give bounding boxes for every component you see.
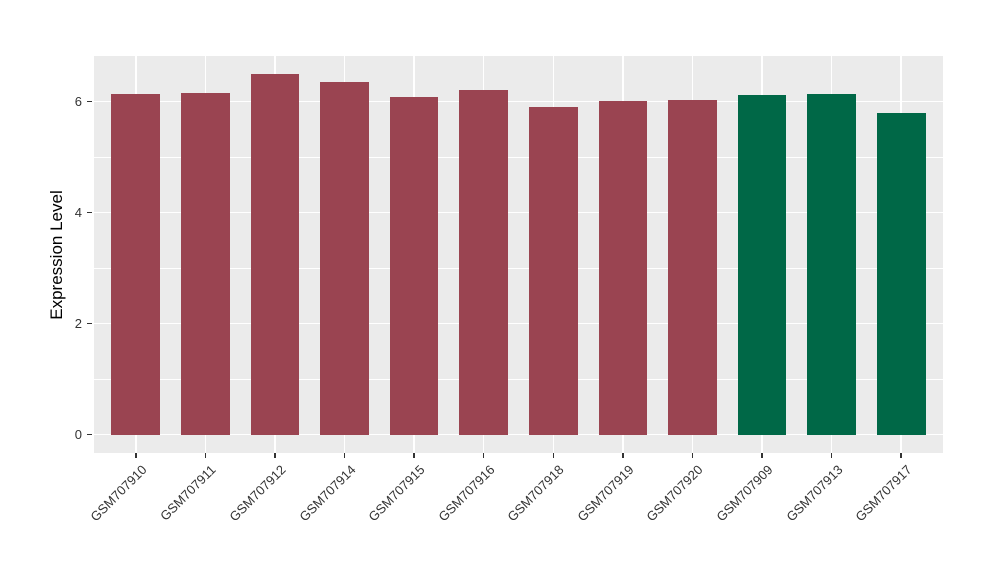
- bar-GSM707910: [111, 94, 161, 435]
- y-tick-mark-0: [87, 433, 92, 436]
- x-tick-label-GSM707913: GSM707913: [783, 462, 846, 525]
- y-tick-mark-2: [87, 322, 92, 325]
- x-tick-label-GSM707914: GSM707914: [295, 462, 359, 525]
- y-tick-label-2: 2: [74, 315, 82, 331]
- x-tick-mark-GSM707920: [691, 453, 694, 458]
- x-tick-mark-GSM707917: [900, 453, 902, 458]
- gridline-minor-y-5: [94, 156, 943, 158]
- x-tick-mark-GSM707915: [413, 453, 415, 458]
- x-tick-label-GSM707917: GSM707917: [852, 462, 915, 525]
- gridline-minor-y-3: [94, 267, 943, 269]
- gridline-major-y-0: [94, 433, 943, 436]
- gridline-major-y-6: [94, 100, 943, 103]
- x-tick-label-GSM707912: GSM707912: [226, 462, 289, 525]
- bar-GSM707912: [250, 74, 300, 435]
- bar-GSM707909: [737, 95, 787, 435]
- x-tick-label-GSM707909: GSM707909: [713, 462, 776, 525]
- x-tick-label-GSM707919: GSM707919: [574, 462, 637, 525]
- y-tick-mark-6: [87, 100, 92, 103]
- x-tick-label-GSM707920: GSM707920: [643, 462, 707, 525]
- plot-panel: [94, 56, 943, 453]
- x-tick-mark-GSM707913: [830, 453, 833, 458]
- gridline-minor-y-1: [94, 378, 943, 380]
- bar-GSM707914: [320, 82, 369, 435]
- y-tick-label-6: 6: [74, 93, 82, 109]
- x-tick-label-GSM707915: GSM707915: [365, 462, 428, 525]
- x-tick-label-GSM707916: GSM707916: [435, 462, 498, 525]
- x-tick-mark-GSM707911: [204, 453, 207, 458]
- bar-GSM707916: [459, 89, 509, 435]
- y-tick-label-0: 0: [74, 426, 82, 442]
- bar-GSM707919: [598, 100, 648, 435]
- gridline-major-y-4: [94, 211, 943, 214]
- x-tick-mark-GSM707918: [552, 453, 555, 458]
- bar-GSM707920: [668, 99, 717, 435]
- x-tick-label-GSM707911: GSM707911: [157, 462, 219, 524]
- x-tick-mark-GSM707912: [274, 453, 276, 458]
- bar-GSM707917: [876, 112, 926, 435]
- x-tick-label-GSM707918: GSM707918: [504, 462, 567, 525]
- y-axis-title: Expression Level: [47, 190, 66, 320]
- x-tick-mark-GSM707909: [761, 453, 763, 458]
- bar-GSM707915: [389, 96, 439, 435]
- x-tick-mark-GSM707916: [482, 453, 485, 458]
- x-tick-mark-GSM707914: [343, 453, 346, 458]
- x-tick-mark-GSM707919: [622, 453, 624, 458]
- bar-GSM707913: [807, 93, 856, 435]
- x-tick-label-GSM707910: GSM707910: [87, 462, 150, 525]
- y-tick-mark-4: [87, 211, 92, 214]
- x-tick-mark-GSM707910: [135, 453, 137, 458]
- y-tick-label-4: 4: [74, 204, 82, 220]
- gridline-major-y-2: [94, 322, 943, 325]
- bar-GSM707911: [180, 92, 230, 435]
- bar-GSM707918: [528, 107, 578, 435]
